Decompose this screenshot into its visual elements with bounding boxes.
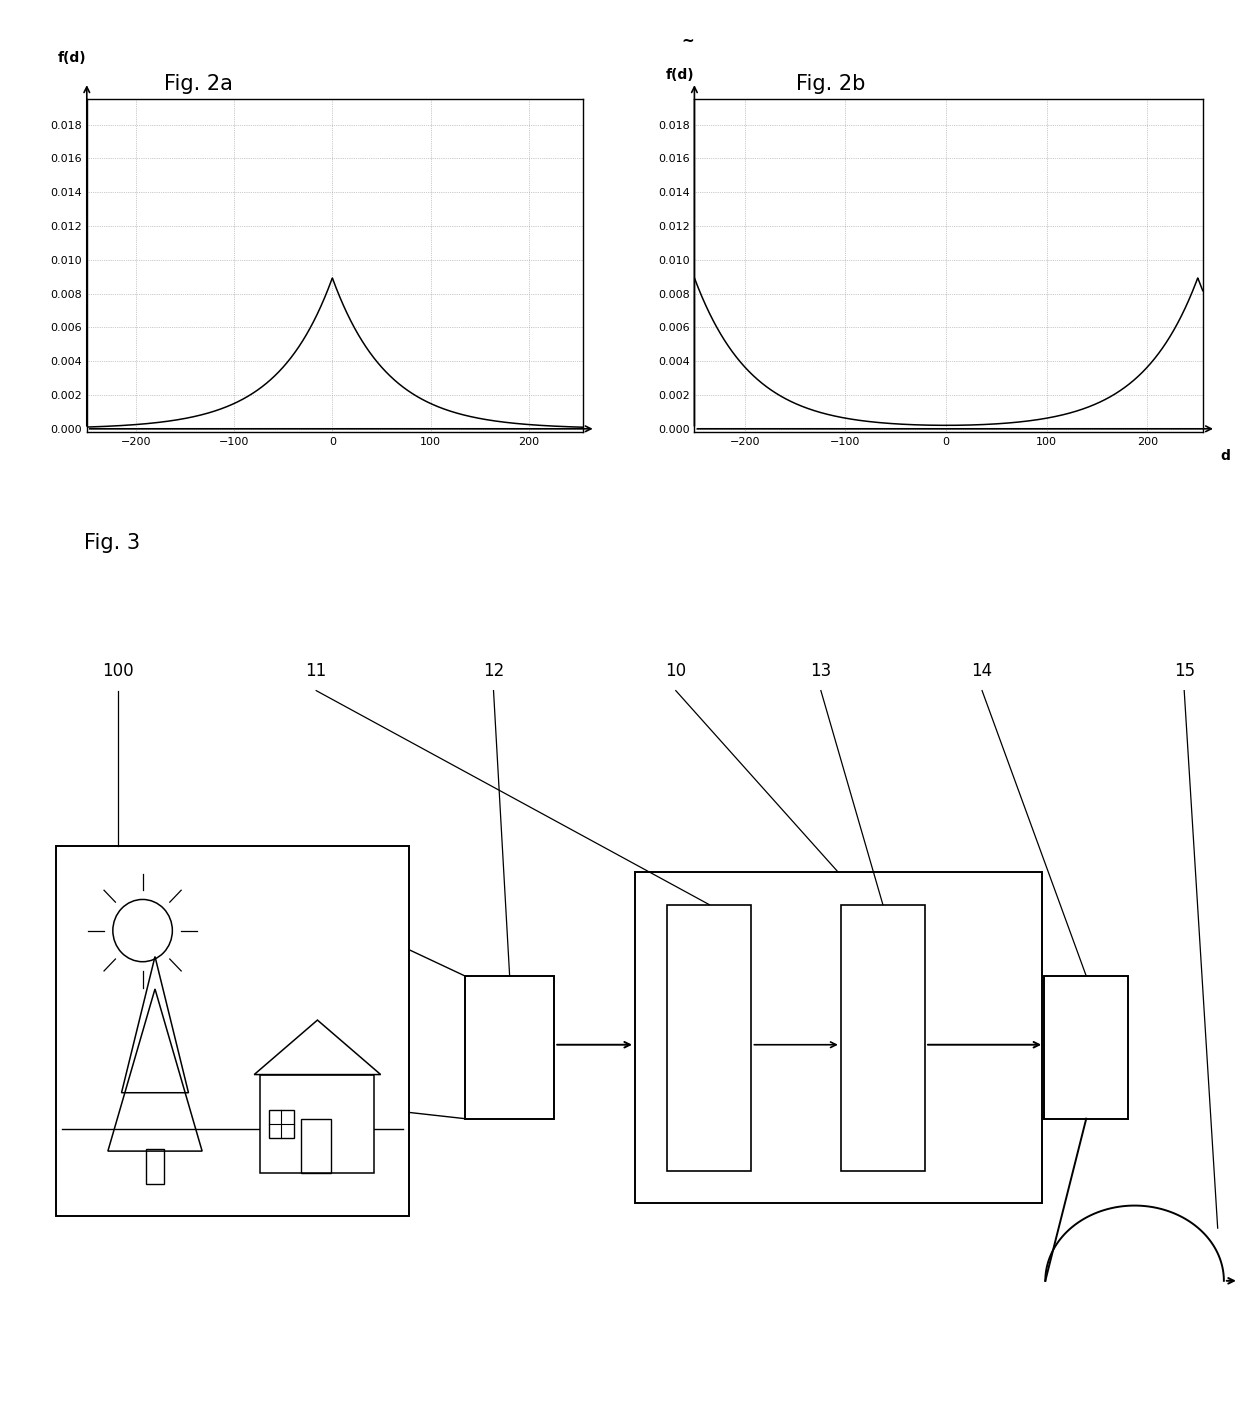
Text: 15: 15 <box>1173 662 1195 680</box>
Bar <box>465 976 554 1118</box>
Text: 14: 14 <box>971 662 993 680</box>
Text: ~: ~ <box>682 34 694 48</box>
Bar <box>841 904 925 1170</box>
Text: 11: 11 <box>305 662 327 680</box>
Bar <box>301 1118 331 1173</box>
Bar <box>146 1149 164 1183</box>
Bar <box>667 904 751 1170</box>
Text: f(d): f(d) <box>666 68 694 82</box>
Bar <box>635 873 1042 1203</box>
Text: 100: 100 <box>102 662 134 680</box>
Text: d: d <box>1220 449 1230 463</box>
Bar <box>269 1110 294 1138</box>
Bar <box>56 846 409 1216</box>
Text: 12: 12 <box>482 662 505 680</box>
Bar <box>260 1074 374 1173</box>
Text: f(d): f(d) <box>58 51 87 65</box>
Text: 10: 10 <box>665 662 687 680</box>
Bar <box>1044 976 1128 1118</box>
Text: Fig. 3: Fig. 3 <box>83 533 140 553</box>
Text: 13: 13 <box>810 662 832 680</box>
Text: Fig. 2a: Fig. 2a <box>164 74 233 94</box>
Text: Fig. 2b: Fig. 2b <box>796 74 866 94</box>
